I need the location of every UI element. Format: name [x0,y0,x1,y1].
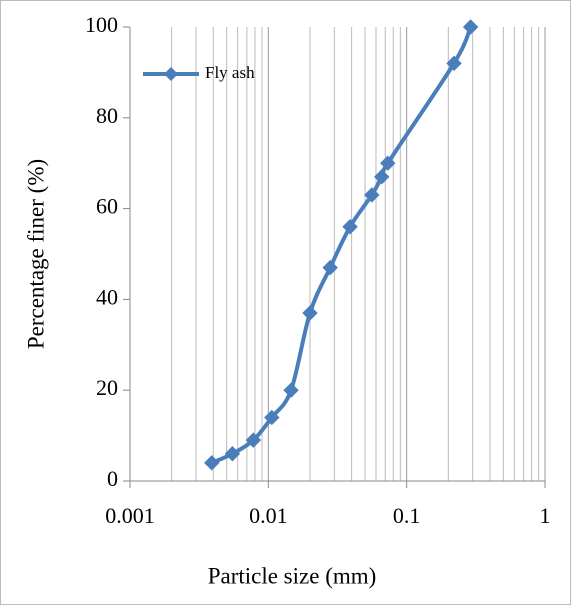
data-point [322,259,338,276]
data-point [380,155,396,171]
y-tick-label: 40 [96,284,118,309]
data-point [364,187,380,203]
x-tick-label: 0.001 [105,503,155,528]
data-point [342,219,358,235]
data-point [446,55,462,72]
data-point [224,446,241,462]
y-tick-label: 0 [107,466,118,491]
data-point [302,305,318,321]
y-tick-label: 100 [85,12,118,37]
data-point [264,409,280,426]
x-axis-title: Particle size (mm) [208,563,377,588]
x-tick-label: 0.1 [393,503,421,528]
data-point [373,169,390,185]
data-point [462,19,479,35]
y-tick-label: 60 [96,194,118,219]
y-tick-label: 80 [96,103,118,128]
y-tick-label: 20 [96,375,118,400]
data-point [283,382,299,398]
legend-marker [164,67,178,81]
legend-label: Fly ash [205,63,255,82]
data-point [204,455,220,471]
y-axis-title: Percentage finer (%) [23,159,48,349]
x-tick-label: 1 [540,503,551,528]
x-tick-label: 0.01 [249,503,288,528]
data-point [245,432,262,448]
